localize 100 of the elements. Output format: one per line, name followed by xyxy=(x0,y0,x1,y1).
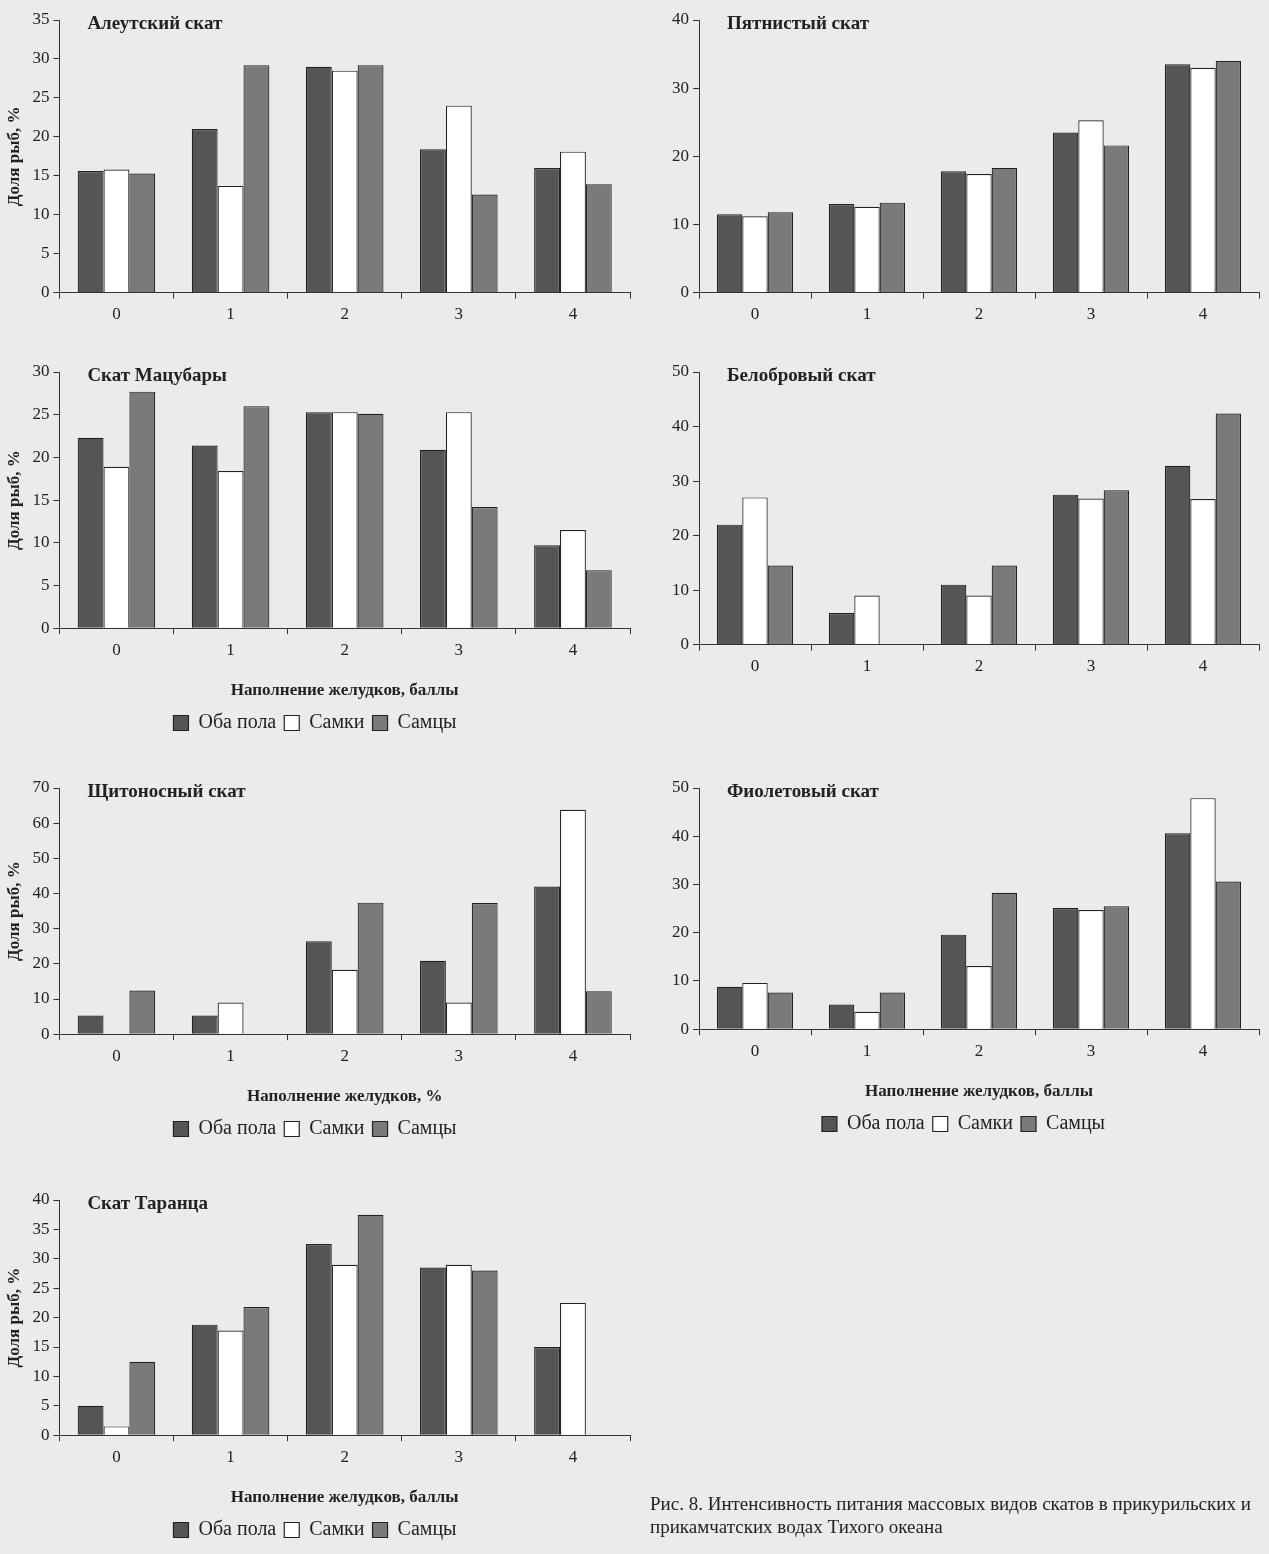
y-tick-label: 5 xyxy=(40,1395,50,1415)
x-tick-label: 2 xyxy=(340,1446,349,1466)
chart-title: Алеутский скат xyxy=(87,11,223,33)
x-tick-label: 0 xyxy=(112,639,121,659)
x-tick-label: 3 xyxy=(1086,656,1096,676)
y-tick-label: 30 xyxy=(32,48,50,68)
y-tick-label: 0 xyxy=(40,1424,50,1444)
x-axis-title: Наполнение желудков, баллы xyxy=(865,1081,1093,1101)
y-tick-label: 50 xyxy=(672,361,689,381)
x-tick-label: 0 xyxy=(750,1040,760,1060)
y-tick-label: 10 xyxy=(672,213,689,233)
x-axis-title: Наполнение желудков, % xyxy=(247,1086,443,1106)
x-tick-label: 1 xyxy=(226,304,235,324)
legend-label: Оба пола xyxy=(198,1116,277,1139)
y-tick-label: 10 xyxy=(32,988,50,1008)
x-tick-label: 3 xyxy=(1086,1040,1096,1060)
x-tick-label: 0 xyxy=(750,656,760,676)
legend-label: Оба пола xyxy=(198,1517,277,1540)
y-tick-label: 25 xyxy=(32,87,50,107)
chart-title: Щитоносный скат xyxy=(87,779,247,801)
chart-title: Фиолетовый скат xyxy=(727,779,880,801)
y-tick-label: 10 xyxy=(672,970,689,990)
y-axis-title: Доля рыб, % xyxy=(3,1267,23,1368)
y-tick-label: 30 xyxy=(32,918,50,938)
y-tick-label: 0 xyxy=(40,282,50,302)
x-tick-label: 3 xyxy=(454,304,464,324)
y-tick-label: 0 xyxy=(40,1023,50,1043)
y-tick-label: 0 xyxy=(40,617,50,637)
y-tick-label: 60 xyxy=(32,812,50,832)
x-tick-label: 1 xyxy=(862,304,872,324)
y-tick-label: 0 xyxy=(680,1018,689,1038)
y-tick-label: 40 xyxy=(672,9,689,29)
text: Рис. 8. Интенсивность питания массовых видов скатов в прикурильских и прикамчатских водах Тихого океана xyxy=(650,1492,1252,1538)
y-tick-label: 30 xyxy=(672,873,689,893)
y-tick-label: 10 xyxy=(32,204,50,224)
y-tick-label: 20 xyxy=(32,953,50,973)
y-tick-label: 40 xyxy=(672,825,689,845)
y-tick-label: 0 xyxy=(680,282,689,302)
y-tick-label: 15 xyxy=(32,165,50,185)
y-tick-label: 50 xyxy=(672,777,689,797)
y-tick-label: 10 xyxy=(32,1365,50,1385)
y-tick-label: 20 xyxy=(32,126,50,146)
x-tick-label: 4 xyxy=(1198,1040,1208,1060)
y-tick-label: 50 xyxy=(32,847,50,867)
x-tick-label: 4 xyxy=(568,639,578,659)
x-tick-label: 2 xyxy=(974,656,984,676)
x-tick-label: 1 xyxy=(226,1446,235,1466)
x-tick-label: 4 xyxy=(1198,656,1208,676)
y-tick-label: 35 xyxy=(32,9,50,29)
y-tick-label: 30 xyxy=(672,77,689,97)
legend-label: Самки xyxy=(957,1111,1014,1134)
x-axis-title: Наполнение желудков, баллы xyxy=(230,680,459,700)
y-tick-label: 20 xyxy=(672,525,689,545)
legend-label: Самки xyxy=(309,710,365,733)
chart-title: Белобровый скат xyxy=(727,363,877,385)
y-tick-label: 70 xyxy=(32,777,50,797)
legend-label: Самцы xyxy=(397,1517,457,1541)
x-tick-label: 1 xyxy=(862,1040,872,1060)
x-tick-label: 2 xyxy=(340,639,349,659)
legend-label: Самцы xyxy=(397,1116,457,1140)
x-tick-label: 3 xyxy=(454,639,464,659)
legend-label: Самки xyxy=(309,1116,365,1139)
y-tick-label: 30 xyxy=(32,1248,50,1268)
chart-title: Пятнистый скат xyxy=(727,11,870,33)
x-tick-label: 2 xyxy=(974,1040,984,1060)
legend-label: Оба пола xyxy=(198,710,277,733)
x-tick-label: 4 xyxy=(568,1446,578,1466)
y-tick-label: 5 xyxy=(40,243,50,263)
chart-title: Скат Мацубары xyxy=(87,363,228,385)
x-tick-label: 0 xyxy=(112,1045,121,1065)
y-tick-label: 40 xyxy=(32,882,50,902)
y-axis-title: Доля рыб, % xyxy=(3,450,23,550)
legend-label: Самцы xyxy=(397,710,457,734)
x-tick-label: 0 xyxy=(750,304,760,324)
x-axis-title: Наполнение желудков, баллы xyxy=(230,1487,459,1507)
y-tick-label: 30 xyxy=(672,470,689,490)
y-tick-label: 15 xyxy=(32,489,50,509)
y-tick-label: 20 xyxy=(32,1307,50,1327)
x-tick-label: 2 xyxy=(340,304,349,324)
y-tick-label: 35 xyxy=(32,1218,50,1238)
y-tick-label: 40 xyxy=(672,415,689,435)
x-tick-label: 2 xyxy=(340,1045,349,1065)
x-tick-label: 1 xyxy=(226,1045,235,1065)
x-tick-label: 3 xyxy=(1086,304,1096,324)
x-tick-label: 1 xyxy=(862,656,872,676)
x-tick-label: 4 xyxy=(568,1045,578,1065)
y-tick-label: 30 xyxy=(32,361,50,381)
y-tick-label: 20 xyxy=(672,922,689,942)
y-tick-label: 15 xyxy=(32,1336,50,1356)
y-axis-title: Доля рыб, % xyxy=(3,861,23,961)
y-axis-title: Доля рыб, % xyxy=(3,106,23,207)
legend-label: Самцы xyxy=(1046,1111,1106,1135)
x-tick-label: 3 xyxy=(454,1045,464,1065)
y-tick-label: 10 xyxy=(672,579,689,599)
y-tick-label: 25 xyxy=(32,1277,50,1297)
x-tick-label: 3 xyxy=(454,1446,464,1466)
y-tick-label: 10 xyxy=(32,532,50,552)
x-tick-label: 1 xyxy=(226,639,235,659)
chart-title: Скат Таранца xyxy=(87,1191,209,1213)
y-tick-label: 20 xyxy=(32,446,50,466)
